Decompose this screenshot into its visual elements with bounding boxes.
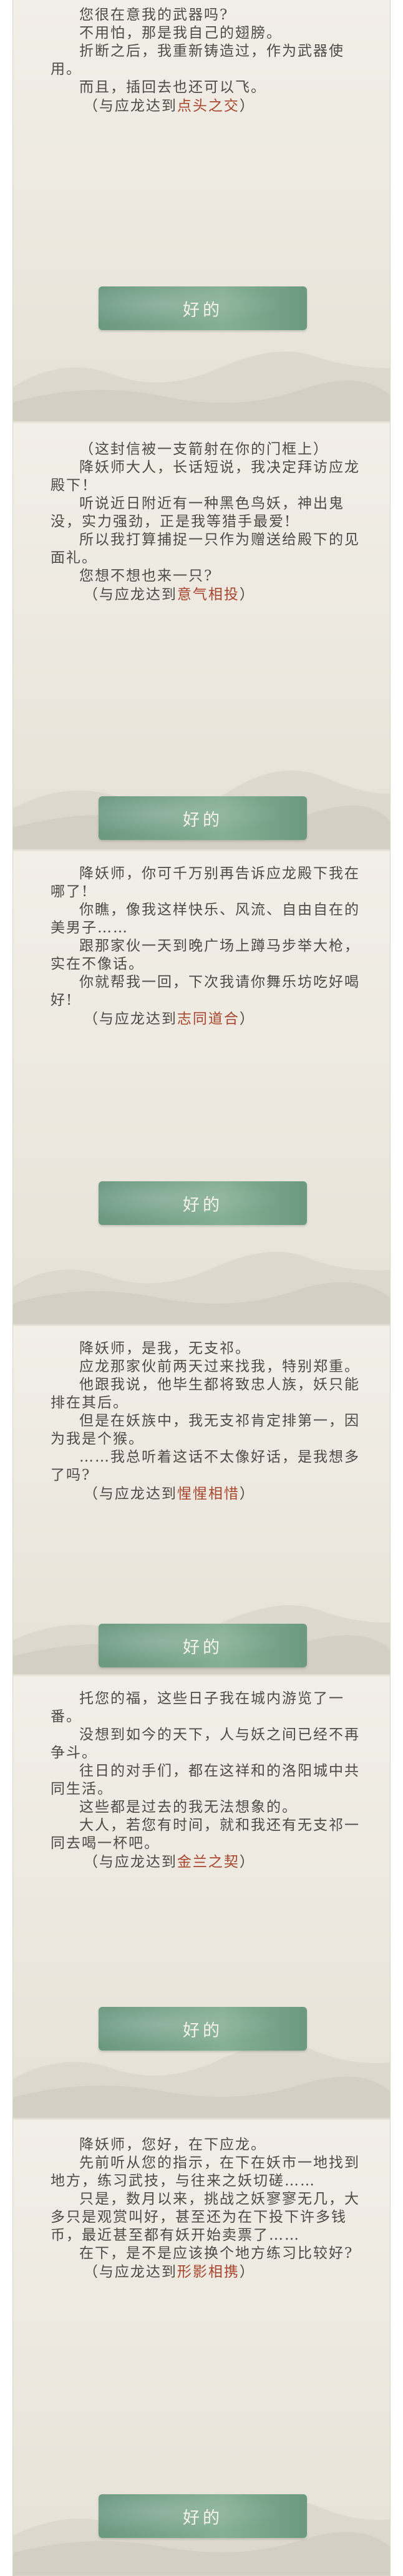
bond-reward-prefix: （与应龙达到 — [83, 1854, 177, 1870]
bond-reward: （与应龙达到金兰之契） — [51, 1853, 375, 1871]
bond-reward: （与应龙达到形影相携） — [51, 2263, 375, 2281]
dialogue-line: 您很在意我的武器吗? — [79, 7, 229, 23]
card-divider — [13, 1674, 390, 1677]
bond-level-name: 点头之交 — [177, 98, 240, 114]
dialogue-line: 降妖师，是我，无支祁。 — [79, 1340, 251, 1357]
bond-reward-suffix: ） — [239, 587, 255, 603]
bond-reward: （与应龙达到志同道合） — [51, 1010, 375, 1028]
dialogue-line: 在下，是不是应该换个地方练习比较好? — [79, 2245, 354, 2261]
dialogue-text: 降妖师，是我，无支祁。 应龙那家伙前两天过来找我，特别郑重。 他跟我说，他毕生都… — [51, 1340, 375, 1503]
bond-level-name: 形影相携 — [177, 2264, 240, 2280]
card-divider — [13, 849, 390, 852]
dialogue-card: 降妖师，你可千万别再告诉应龙殿下我在哪了! 你瞧，像我这样快乐、风流、自由自在的… — [12, 852, 391, 1327]
dialogue-card: 降妖师，是我，无支祁。 应龙那家伙前两天过来找我，特别郑重。 他跟我说，他毕生都… — [12, 1327, 391, 1677]
bond-reward-prefix: （与应龙达到 — [83, 98, 177, 114]
bond-reward-suffix: ） — [239, 1486, 255, 1502]
dialogue-line: 没想到如今的天下，人与妖之间已经不再争斗。 — [51, 1727, 360, 1761]
bond-reward-prefix: （与应龙达到 — [83, 587, 177, 603]
dialogue-line: 所以我打算捕捉一只作为赠送给殿下的见面礼。 — [51, 532, 360, 566]
dialogue-line: 只是，数月以来，挑战之妖寥寥无几，大多只是观赏叫好，甚至还为在下投下许多钱币，最… — [51, 2191, 360, 2243]
confirm-button[interactable]: 好的 — [99, 2007, 307, 2051]
bond-reward-suffix: ） — [239, 1854, 255, 1870]
card-divider — [13, 421, 390, 424]
bond-reward-suffix: ） — [239, 2264, 255, 2280]
bond-reward: （与应龙达到惺惺相惜） — [51, 1485, 375, 1503]
confirm-button[interactable]: 好的 — [99, 1181, 307, 1225]
card-divider — [13, 2117, 390, 2121]
dialogue-page: 您很在意我的武器吗? 不用怕，那是我自己的翅膀。 折断之后，我重新铸造过，作为武… — [12, 0, 391, 2576]
dialogue-line: 跟那家伙一天到晚广场上蹲马步举大枪，实在不像话。 — [51, 938, 360, 972]
dialogue-text: （这封信被一支箭射在你的门框上） 降妖师大人，长话短说，我决定拜访应龙殿下！ 听… — [51, 441, 375, 604]
bond-reward: （与应龙达到意气相投） — [51, 586, 375, 604]
dialogue-card: 降妖师，您好，在下应龙。 先前听从您的指示，在下在妖市一地找到地方，练习武技，与… — [12, 2121, 391, 2576]
dialogue-line: 不用怕，那是我自己的翅膀。 — [79, 25, 282, 41]
bond-reward-suffix: ） — [239, 1011, 255, 1027]
dialogue-line: （这封信被一支箭射在你的门框上） — [79, 441, 329, 457]
dialogue-line: 但是在妖族中，我无支祁肯定排第一，因为我是个猴。 — [51, 1413, 360, 1447]
dialogue-line: 您想不想也来一只? — [79, 568, 213, 584]
dialogue-line: 降妖师，你可千万别再告诉应龙殿下我在哪了! — [51, 866, 360, 900]
dialogue-text: 降妖师，你可千万别再告诉应龙殿下我在哪了! 你瞧，像我这样快乐、风流、自由自在的… — [51, 865, 375, 1028]
dialogue-card: 您很在意我的武器吗? 不用怕，那是我自己的翅膀。 折断之后，我重新铸造过，作为武… — [12, 0, 391, 424]
bond-reward: （与应龙达到点头之交） — [51, 97, 375, 115]
dialogue-line: 往日的对手们，都在这祥和的洛阳城中共同生活。 — [51, 1763, 360, 1797]
bond-reward-suffix: ） — [239, 98, 255, 114]
dialogue-card: 托您的福，这些日子我在城内游览了一番。 没想到如今的天下，人与妖之间已经不再争斗… — [12, 1677, 391, 2121]
dialogue-line: 你就帮我一回，下次我请你舞乐坊吃好喝好! — [51, 974, 360, 1008]
dialogue-line: 降妖师大人，长话短说，我决定拜访应龙殿下！ — [51, 459, 360, 494]
card-divider — [13, 1324, 390, 1327]
bond-reward-prefix: （与应龙达到 — [83, 1011, 177, 1027]
dialogue-card: （这封信被一支箭射在你的门框上） 降妖师大人，长话短说，我决定拜访应龙殿下！ 听… — [12, 424, 391, 852]
dialogue-line: 托您的福，这些日子我在城内游览了一番。 — [51, 1690, 344, 1725]
bond-reward-prefix: （与应龙达到 — [83, 2264, 177, 2280]
dialogue-text: 您很在意我的武器吗? 不用怕，那是我自己的翅膀。 折断之后，我重新铸造过，作为武… — [51, 6, 375, 115]
dialogue-line: 这些都是过去的我无法想象的。 — [79, 1799, 298, 1815]
dialogue-line: ……我总听着这话不太像好话，是我想多了吗? — [51, 1449, 360, 1483]
dialogue-line: 折断之后，我重新铸造过，作为武器使用。 — [51, 43, 344, 77]
dialogue-line: 降妖师，您好，在下应龙。 — [79, 2137, 266, 2153]
dialogue-text: 降妖师，您好，在下应龙。 先前听从您的指示，在下在妖市一地找到地方，练习武技，与… — [51, 2136, 375, 2281]
dialogue-line: 你瞧，像我这样快乐、风流、自由自在的美男子…… — [51, 902, 360, 936]
confirm-button[interactable]: 好的 — [99, 796, 307, 840]
confirm-button[interactable]: 好的 — [99, 2494, 307, 2538]
dialogue-line: 大人，若您有时间，就和我还有无支祁一同去喝一杯吧。 — [51, 1817, 360, 1852]
bond-reward-prefix: （与应龙达到 — [83, 1486, 177, 1502]
dialogue-line: 应龙那家伙前两天过来找我，特别郑重。 — [79, 1359, 360, 1375]
confirm-button[interactable]: 好的 — [99, 286, 307, 330]
bond-level-name: 志同道合 — [177, 1011, 240, 1027]
dialogue-line: 他跟我说，他毕生都将致忠人族，妖只能排在其后。 — [51, 1377, 360, 1411]
dialogue-line: 听说近日附近有一种黑色鸟妖，神出鬼没，实力强劲，正是我等猎手最爱! — [51, 495, 344, 530]
confirm-button[interactable]: 好的 — [99, 1624, 307, 1667]
dialogue-line: 而且，插回去也还可以飞。 — [79, 79, 266, 95]
bond-level-name: 惺惺相惜 — [177, 1486, 240, 1502]
dialogue-text: 托您的福，这些日子我在城内游览了一番。 没想到如今的天下，人与妖之间已经不再争斗… — [51, 1690, 375, 1871]
bond-level-name: 意气相投 — [177, 587, 240, 603]
dialogue-line: 先前听从您的指示，在下在妖市一地找到地方，练习武技，与往来之妖切磋…… — [51, 2155, 360, 2189]
bond-level-name: 金兰之契 — [177, 1854, 240, 1870]
